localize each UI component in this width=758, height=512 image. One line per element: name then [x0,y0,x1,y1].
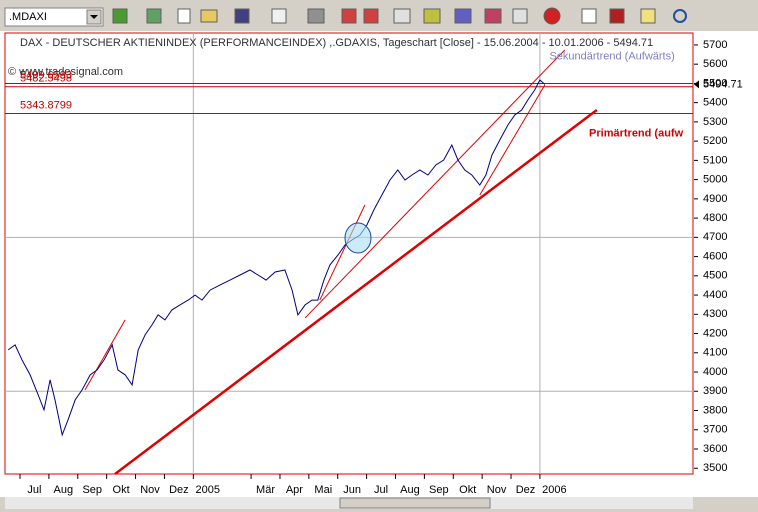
x-tick-label: Dez [169,484,189,496]
y-tick-label: 4900 [703,193,727,205]
tool-icon[interactable] [640,8,656,24]
tool-icon[interactable] [609,8,625,24]
x-tick-label: Sep [82,484,102,496]
level-label: 5343.8799 [20,99,72,111]
trend-line [319,204,366,301]
y-tick-label: 5200 [703,135,727,147]
y-tick-label: 5100 [703,154,727,166]
y-tick-label: 5500 [703,77,727,89]
tool-icon[interactable] [112,8,128,24]
trend-line [114,108,598,475]
tool-icon[interactable] [307,8,325,24]
scrollbar-thumb[interactable] [339,497,491,509]
y-tick-label: 4500 [703,270,727,282]
plot-frame [4,32,694,475]
y-tick-label: 4300 [703,308,727,320]
tool-icon[interactable] [200,9,218,23]
tool-icon[interactable] [177,8,191,24]
trend-line [304,49,566,319]
x-tick-label: Mai [314,484,332,496]
toolbar: .MDAXI [4,7,687,27]
x-tick-label: Mär [256,484,275,496]
x-tick-label: Apr [286,484,303,496]
tool-icon[interactable] [341,8,357,24]
symbol-box[interactable] [4,7,104,27]
x-tick-label: Okt [459,484,476,496]
y-tick-label: 4100 [703,347,727,359]
x-tick-label: Aug [400,484,420,496]
y-tick-label: 5000 [703,174,727,186]
y-tick-label: 3600 [703,443,727,455]
y-tick-label: 4000 [703,366,727,378]
x-tick-label: 2005 [196,484,220,496]
tool-icon[interactable] [423,8,441,24]
tool-icon[interactable] [581,8,597,24]
tool-icon[interactable] [454,8,472,24]
tool-icon[interactable] [146,8,162,24]
y-tick-label: 5600 [703,58,727,70]
trend-line [84,319,126,391]
tool-icon[interactable] [393,8,411,24]
x-tick-label: Dez [516,484,536,496]
tool-icon[interactable] [271,8,287,24]
level-label: 5482.5498 [20,73,72,85]
plot [5,33,693,475]
x-tick-label: Jul [374,484,388,496]
annotation: Primärtrend (aufw [589,127,684,139]
y-tick-label: 3500 [703,462,727,474]
x-tick-label: Okt [113,484,130,496]
refresh-icon[interactable] [673,9,687,23]
y-tick-label: 3800 [703,404,727,416]
y-tick-label: 5400 [703,97,727,109]
x-tick-label: Aug [54,484,74,496]
last-value-marker [694,80,699,89]
tool-icon[interactable] [234,8,250,24]
y-tick-label: 4200 [703,327,727,339]
x-tick-label: 2006 [542,484,566,496]
x-tick-label: Nov [487,484,507,496]
y-tick-label: 4800 [703,212,727,224]
symbol: .MDAXI [9,11,47,23]
x-tick-label: Sep [429,484,449,496]
stop-icon[interactable] [543,7,561,25]
trend-line [479,84,546,196]
y-tick-label: 5300 [703,116,727,128]
price-line [7,79,546,437]
last-value-label: 5494.71 [703,78,743,90]
y-tick-label: 4400 [703,289,727,301]
y-tick-label: 3900 [703,385,727,397]
y-tick-label: 3700 [703,424,727,436]
watermark: © www.tradesignal.com [8,66,123,78]
annotation: Sekundärtrend (Aufwärts) [549,50,674,62]
highlight-circle [344,222,372,254]
x-tick-label: Nov [140,484,160,496]
tool-icon[interactable] [363,8,379,24]
x-tick-label: Jun [343,484,361,496]
y-tick-label: 5700 [703,39,727,51]
tool-icon[interactable] [484,8,502,24]
y-tick-label: 4700 [703,231,727,243]
y-tick-label: 4600 [703,250,727,262]
chart-title: DAX - DEUTSCHER AKTIENINDEX (PERFORMANCE… [20,37,653,49]
dropdown-arrow [90,15,98,19]
x-tick-label: Jul [27,484,41,496]
level-label: 5499.6593 [20,69,72,81]
tool-icon[interactable] [512,8,528,24]
